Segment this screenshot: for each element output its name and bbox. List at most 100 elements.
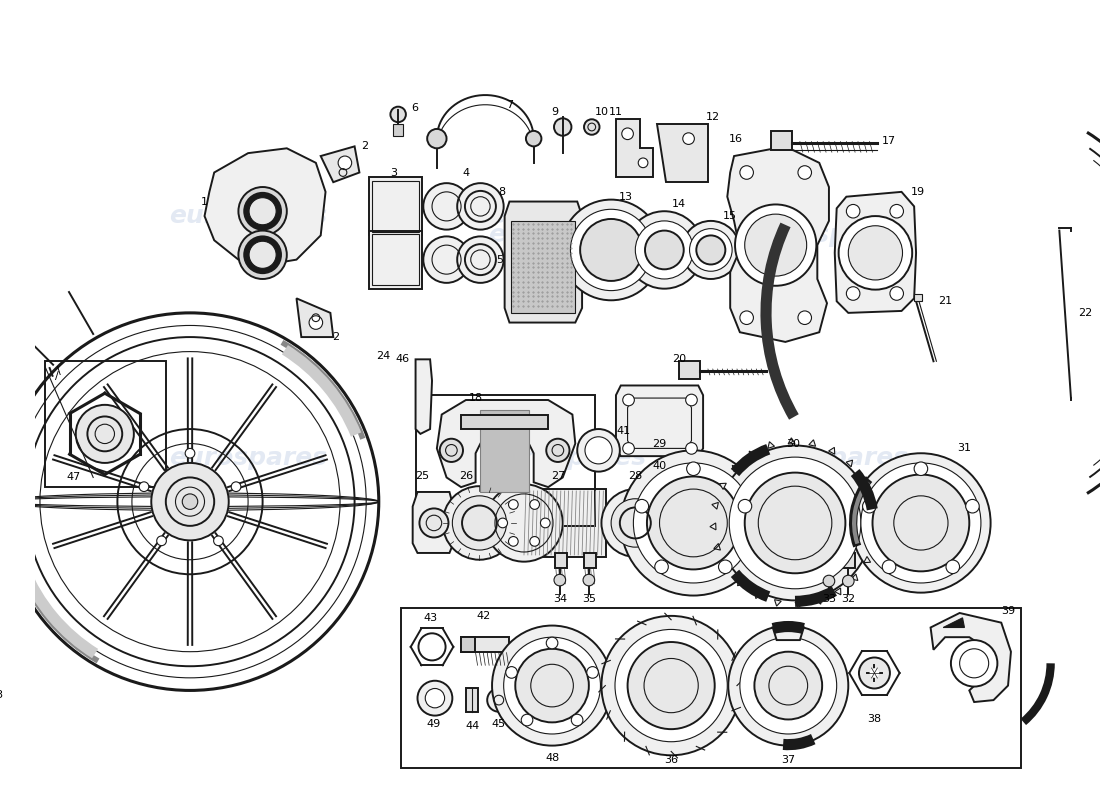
Circle shape bbox=[846, 205, 860, 218]
Text: 28: 28 bbox=[628, 470, 642, 481]
Circle shape bbox=[239, 230, 287, 279]
FancyBboxPatch shape bbox=[394, 124, 403, 136]
Polygon shape bbox=[931, 613, 1011, 702]
Circle shape bbox=[635, 499, 649, 513]
Circle shape bbox=[540, 518, 550, 528]
FancyBboxPatch shape bbox=[584, 553, 595, 569]
Text: 24: 24 bbox=[376, 351, 390, 362]
Polygon shape bbox=[512, 221, 575, 313]
Text: 44: 44 bbox=[465, 722, 480, 731]
Circle shape bbox=[492, 626, 612, 746]
Circle shape bbox=[729, 457, 861, 589]
Circle shape bbox=[621, 128, 634, 139]
Text: eurospares: eurospares bbox=[750, 223, 908, 247]
Circle shape bbox=[823, 575, 835, 587]
Text: eurospares: eurospares bbox=[169, 204, 327, 228]
Circle shape bbox=[424, 183, 470, 230]
Polygon shape bbox=[788, 438, 795, 444]
Circle shape bbox=[647, 477, 740, 570]
Circle shape bbox=[139, 482, 148, 491]
Polygon shape bbox=[657, 124, 708, 182]
Polygon shape bbox=[616, 386, 703, 456]
Circle shape bbox=[458, 183, 504, 230]
Circle shape bbox=[452, 496, 507, 550]
Circle shape bbox=[690, 229, 733, 271]
Circle shape bbox=[530, 537, 539, 546]
Circle shape bbox=[602, 616, 740, 755]
Polygon shape bbox=[808, 440, 815, 446]
Polygon shape bbox=[756, 592, 761, 598]
Circle shape bbox=[586, 666, 598, 678]
Circle shape bbox=[628, 642, 715, 729]
Text: 45: 45 bbox=[492, 719, 506, 730]
Circle shape bbox=[740, 311, 754, 325]
Text: 5: 5 bbox=[496, 254, 504, 265]
FancyBboxPatch shape bbox=[519, 489, 606, 557]
Circle shape bbox=[686, 462, 701, 475]
Text: 15: 15 bbox=[723, 211, 737, 221]
Circle shape bbox=[602, 489, 669, 557]
Circle shape bbox=[882, 560, 895, 574]
Text: 2: 2 bbox=[361, 142, 367, 151]
Polygon shape bbox=[205, 148, 326, 265]
Text: 43: 43 bbox=[424, 613, 437, 623]
Polygon shape bbox=[297, 298, 333, 337]
Circle shape bbox=[638, 158, 648, 168]
Circle shape bbox=[506, 666, 517, 678]
FancyBboxPatch shape bbox=[844, 553, 855, 569]
Circle shape bbox=[862, 499, 876, 513]
Circle shape bbox=[418, 681, 452, 715]
Circle shape bbox=[623, 394, 635, 406]
Circle shape bbox=[950, 640, 998, 686]
Polygon shape bbox=[710, 523, 716, 530]
Circle shape bbox=[798, 166, 812, 179]
Polygon shape bbox=[870, 496, 877, 502]
Circle shape bbox=[636, 221, 693, 279]
Circle shape bbox=[838, 216, 912, 290]
Circle shape bbox=[851, 454, 991, 593]
Circle shape bbox=[728, 626, 848, 746]
Circle shape bbox=[338, 156, 352, 170]
Circle shape bbox=[685, 442, 697, 454]
Polygon shape bbox=[719, 483, 726, 490]
Circle shape bbox=[846, 286, 860, 300]
FancyBboxPatch shape bbox=[771, 131, 792, 150]
Text: 9: 9 bbox=[551, 107, 559, 118]
Text: 2: 2 bbox=[332, 332, 339, 342]
Circle shape bbox=[530, 500, 539, 510]
Text: eurospares: eurospares bbox=[488, 223, 647, 247]
Circle shape bbox=[152, 463, 229, 540]
Circle shape bbox=[213, 536, 223, 546]
Text: 46: 46 bbox=[396, 354, 410, 364]
Circle shape bbox=[243, 235, 282, 274]
Circle shape bbox=[682, 221, 740, 279]
Circle shape bbox=[872, 474, 969, 571]
FancyBboxPatch shape bbox=[466, 687, 477, 712]
FancyBboxPatch shape bbox=[679, 362, 701, 378]
Circle shape bbox=[309, 316, 322, 330]
Circle shape bbox=[76, 405, 134, 463]
Circle shape bbox=[735, 205, 816, 286]
Polygon shape bbox=[505, 202, 582, 322]
Circle shape bbox=[718, 560, 732, 574]
Circle shape bbox=[554, 574, 565, 586]
Circle shape bbox=[521, 714, 532, 726]
Polygon shape bbox=[712, 502, 718, 509]
Text: 26: 26 bbox=[459, 470, 473, 481]
Polygon shape bbox=[774, 600, 781, 606]
Circle shape bbox=[859, 658, 890, 689]
Circle shape bbox=[870, 668, 879, 678]
Circle shape bbox=[508, 500, 518, 510]
Text: 30: 30 bbox=[786, 438, 800, 449]
Circle shape bbox=[442, 486, 516, 560]
Circle shape bbox=[745, 214, 806, 276]
Text: 36: 36 bbox=[664, 755, 678, 765]
Text: 18: 18 bbox=[469, 393, 483, 403]
Circle shape bbox=[504, 637, 601, 734]
Polygon shape bbox=[437, 400, 575, 487]
Circle shape bbox=[843, 575, 854, 587]
Circle shape bbox=[426, 689, 444, 708]
Circle shape bbox=[654, 560, 669, 574]
FancyBboxPatch shape bbox=[824, 553, 836, 569]
Text: \: \ bbox=[57, 366, 62, 376]
